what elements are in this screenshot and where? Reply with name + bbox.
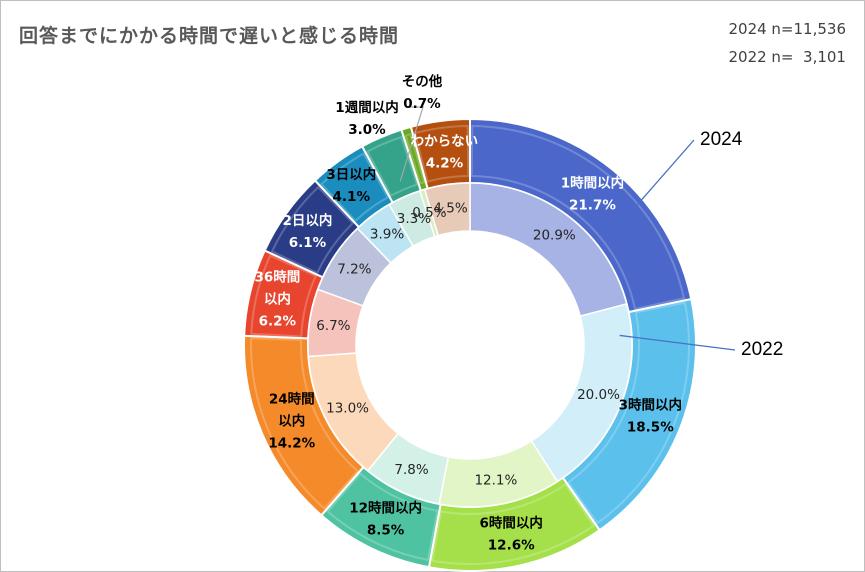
outer-label-4-line-2: 8.5% xyxy=(367,523,405,539)
inner-label-5: 13.0% xyxy=(326,401,369,417)
inner-ring-2022 xyxy=(307,182,633,508)
inner-label-6: 6.7% xyxy=(316,318,350,334)
outer-label-5-line-2: 以内 xyxy=(278,413,305,430)
callout-line-2022 xyxy=(619,334,736,351)
inner-label-3: 12.1% xyxy=(474,473,517,489)
outer-label-7-line-2: 6.1% xyxy=(289,235,327,251)
inner-label-1: 20.9% xyxy=(533,228,576,244)
outer-slice-bevel-1 xyxy=(470,125,686,311)
outer-label-10-line-1: その他 xyxy=(402,73,443,90)
inner-label-11: 4.5% xyxy=(433,200,467,216)
outer-slice-bevel-5 xyxy=(250,337,359,510)
outer-slice-bevel-6 xyxy=(250,254,318,338)
sample-size-2022: 2022 n= 3,101 xyxy=(728,48,846,66)
inner-label-4: 7.8% xyxy=(394,462,428,478)
outer-label-1-line-1: 1時間以内 xyxy=(561,175,624,192)
outer-label-leader-line xyxy=(399,106,424,182)
outer-label-6-line-1: 36時間 xyxy=(254,269,300,286)
outer-slice-bevel-11 xyxy=(413,125,470,183)
sample-size-info: 2024 n=11,536 2022 n= 3,101 xyxy=(728,15,846,71)
outer-slice-bevel-10 xyxy=(404,132,426,185)
inner-label-10: 0.5% xyxy=(412,205,446,221)
outer-slice-bevel-9 xyxy=(366,135,419,197)
outer-label-9-line-1: 1週間以内 xyxy=(335,99,398,116)
outer-slice-bevel-3 xyxy=(431,483,596,565)
outer-label-11-line-1: わからない xyxy=(411,134,479,150)
outer-label-6-line-3: 6.2% xyxy=(259,314,297,330)
outer-label-5-line-1: 24時間 xyxy=(269,391,315,408)
outer-label-8-line-1: 3日以内 xyxy=(326,166,376,183)
outer-ring-2024 xyxy=(243,117,697,572)
outer-label-4-line-1: 12時間以内 xyxy=(349,500,422,517)
inner-label-7: 7.2% xyxy=(337,262,371,278)
inner-label-2: 20.0% xyxy=(577,387,620,403)
outer-slice-bevel-4 xyxy=(326,472,439,562)
outer-label-1-line-2: 21.7% xyxy=(569,198,616,214)
inner-slice-11 xyxy=(423,182,471,237)
inner-ring-labels: 20.9% 20.0% 12.1% 7.8% 13.0% 6.7% 7.2% 3.9%3.3%… xyxy=(316,200,620,488)
outer-label-10-line-2: 0.7% xyxy=(403,96,441,112)
series-callouts: 2024 2022 xyxy=(619,129,783,360)
outer-label-2-line-2: 18.5% xyxy=(627,420,674,436)
outer-label-3-line-1: 6時間以内 xyxy=(480,515,543,532)
chart-title: 回答までにかかる時間で遅いと感じる時間 xyxy=(19,25,400,47)
outer-label-6-line-2: 以内 xyxy=(264,291,291,308)
inner-label-8: 3.9% xyxy=(370,227,404,243)
outer-label-7-line-1: 2日以内 xyxy=(283,212,333,229)
outer-slice-bevel-2 xyxy=(566,301,690,525)
outer-slice-bevel-7 xyxy=(270,185,355,275)
sample-size-2024: 2024 n=11,536 xyxy=(728,20,846,38)
callout-label-2022: 2022 xyxy=(741,339,783,360)
outer-ring-labels: 1時間以内 21.7% 3時間以内 18.5% 6時間以内 12.6% 12時間以内 8.5%… xyxy=(254,73,682,554)
outer-label-11-line-2: 4.2% xyxy=(426,156,464,172)
callout-line-2024 xyxy=(620,139,695,224)
outer-label-8-line-2: 4.1% xyxy=(333,189,371,205)
callout-label-2024: 2024 xyxy=(700,129,743,150)
outer-label-2-line-1: 3時間以内 xyxy=(619,397,682,414)
outer-label-5-line-3: 14.2% xyxy=(268,436,315,452)
outer-label-3-line-2: 12.6% xyxy=(488,538,535,554)
outer-label-9-line-2: 3.0% xyxy=(348,122,386,138)
outer-slice-bevel-8 xyxy=(320,152,390,223)
inner-label-9: 3.3% xyxy=(397,211,431,227)
